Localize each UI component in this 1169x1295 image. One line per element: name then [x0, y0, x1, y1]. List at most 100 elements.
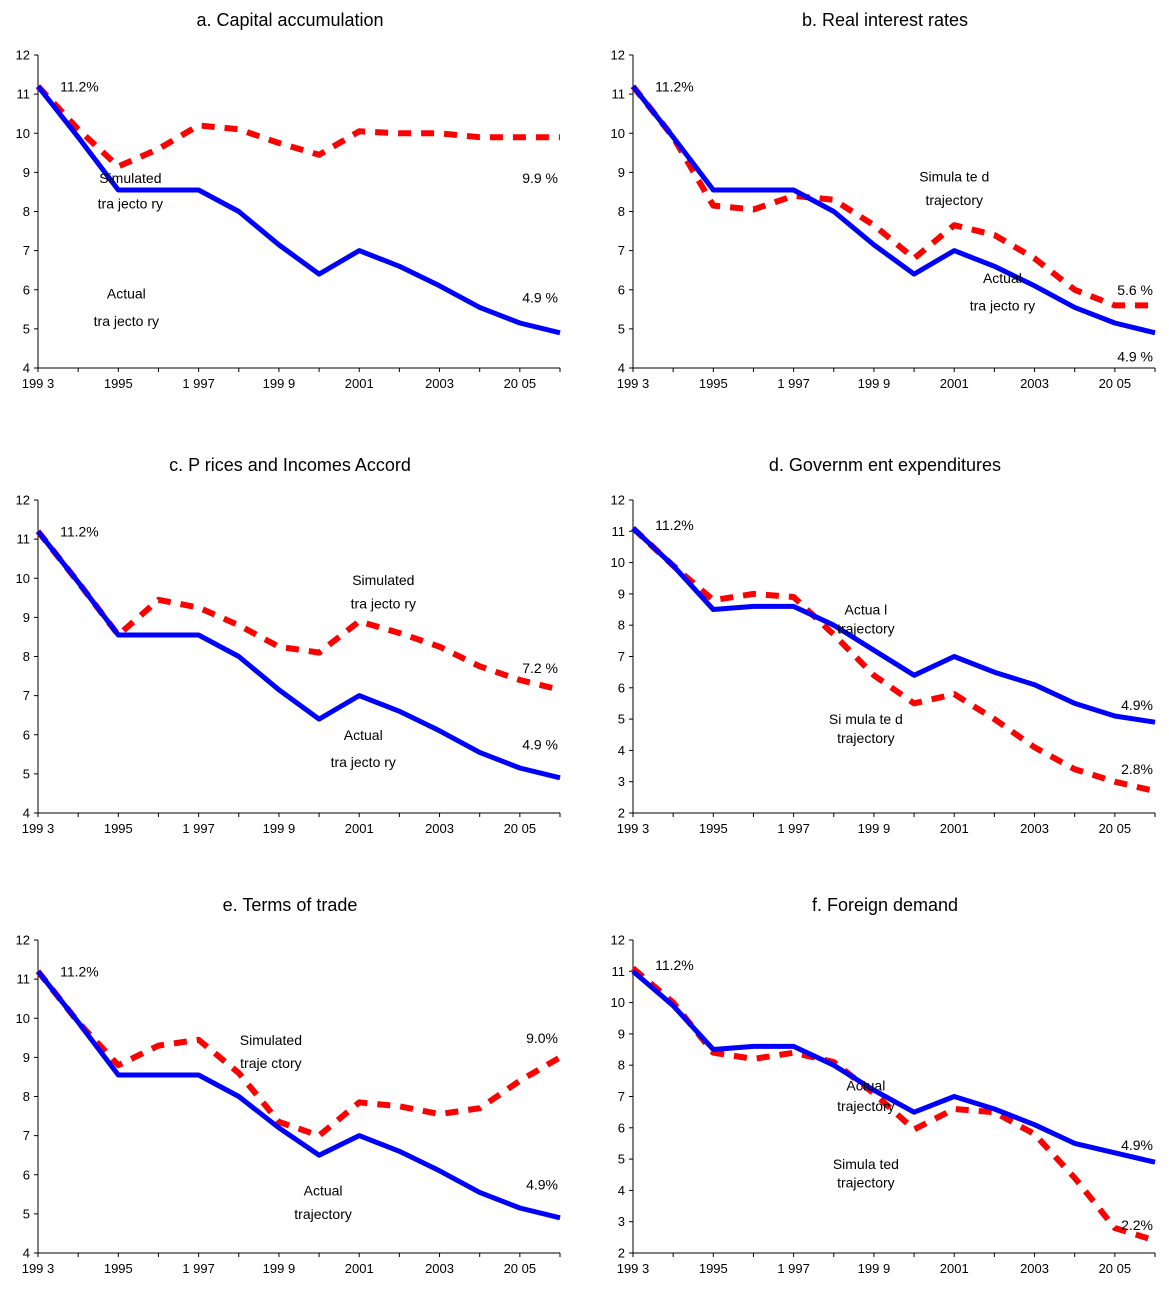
chart-title: d. Governm ent expenditures	[769, 455, 1001, 475]
x-tick-label: 199 9	[263, 1261, 296, 1276]
y-tick-label: 10	[16, 1011, 30, 1026]
actual-series-line	[38, 971, 560, 1218]
x-tick-label: 1 997	[182, 376, 215, 391]
y-tick-label: 12	[16, 493, 30, 508]
x-tick-label: 199 3	[617, 1261, 650, 1276]
y-tick-label: 9	[23, 610, 30, 625]
simulated-series-line	[38, 971, 560, 1135]
annotation-label: tra jecto ry	[331, 754, 396, 770]
y-tick-label: 7	[23, 1128, 30, 1143]
y-tick-label: 12	[16, 48, 30, 63]
annotation-label: 4.9 %	[522, 290, 558, 306]
annotation-label: trajectory	[294, 1206, 352, 1222]
y-tick-label: 5	[23, 321, 30, 336]
x-tick-label: 199 3	[617, 821, 650, 836]
actual-series-line	[38, 531, 560, 778]
y-tick-label: 7	[23, 688, 30, 703]
annotation-label: 9.0%	[526, 1030, 558, 1046]
annotation-label: Actual	[344, 727, 383, 743]
x-tick-label: 2001	[345, 821, 374, 836]
x-tick-label: 2001	[940, 821, 969, 836]
x-tick-label: 2003	[1020, 821, 1049, 836]
chart-svg: d. Governm ent expenditures2345678910111…	[595, 445, 1155, 855]
x-tick-label: 199 9	[858, 376, 891, 391]
annotation-label: Actual	[846, 1078, 885, 1094]
y-tick-label: 6	[23, 1167, 30, 1182]
annotation-label: 4.9%	[1121, 1137, 1153, 1153]
y-tick-label: 8	[618, 618, 625, 633]
y-tick-label: 4	[23, 361, 30, 376]
annotation-label: Actual	[304, 1182, 343, 1198]
annotation-label: trajectory	[837, 1175, 895, 1191]
y-tick-label: 9	[618, 1026, 625, 1041]
simulated-series-line	[633, 528, 1155, 791]
y-tick-label: 10	[16, 126, 30, 141]
y-tick-label: 9	[23, 1050, 30, 1065]
y-tick-label: 2	[618, 806, 625, 821]
annotation-label: 11.2%	[655, 78, 694, 94]
x-tick-label: 2001	[940, 1261, 969, 1276]
annotation-label: Simula te d	[919, 168, 989, 184]
chart-title: f. Foreign demand	[812, 895, 958, 915]
y-tick-label: 9	[23, 165, 30, 180]
y-tick-label: 3	[618, 774, 625, 789]
annotation-label: tra jecto ry	[970, 297, 1035, 313]
y-tick-label: 6	[618, 680, 625, 695]
annotation-label: 11.2%	[655, 517, 694, 533]
actual-series-line	[633, 86, 1155, 332]
x-tick-label: 199 9	[263, 821, 296, 836]
annotation-label: tra jecto ry	[98, 196, 163, 212]
y-tick-label: 11	[612, 87, 626, 102]
y-tick-label: 6	[618, 282, 625, 297]
simulated-series-line	[38, 531, 560, 690]
y-tick-label: 8	[618, 1058, 625, 1073]
x-tick-label: 20 05	[504, 821, 537, 836]
annotation-label: 2.8%	[1121, 761, 1153, 777]
y-tick-label: 11	[17, 972, 31, 987]
x-tick-label: 1995	[699, 376, 728, 391]
y-tick-label: 5	[23, 1206, 30, 1221]
x-tick-label: 1 997	[182, 821, 215, 836]
y-tick-label: 4	[618, 743, 625, 758]
y-tick-label: 8	[23, 1089, 30, 1104]
annotation-label: 4.9%	[526, 1177, 558, 1193]
annotation-label: traje ctory	[240, 1055, 301, 1071]
x-tick-label: 1995	[104, 376, 133, 391]
y-tick-label: 4	[618, 361, 625, 376]
annotation-label: 11.2%	[60, 963, 99, 979]
annotation-label: 11.2%	[60, 523, 99, 539]
x-tick-label: 2003	[425, 376, 454, 391]
annotation-label: 5.6 %	[1117, 282, 1153, 298]
annotation-label: trajectory	[837, 1098, 895, 1114]
y-tick-label: 11	[17, 532, 31, 547]
y-tick-label: 2	[618, 1246, 625, 1261]
y-tick-label: 12	[611, 933, 625, 948]
x-tick-label: 20 05	[1099, 1261, 1132, 1276]
x-tick-label: 2001	[345, 1261, 374, 1276]
annotation-label: 9.9 %	[522, 170, 558, 186]
annotation-label: 11.2%	[60, 78, 99, 94]
chart-title: b. Real interest rates	[802, 10, 968, 30]
y-tick-label: 3	[618, 1214, 625, 1229]
x-tick-label: 2003	[425, 821, 454, 836]
annotation-label: Simulated	[240, 1032, 302, 1048]
annotation-label: Actual	[983, 270, 1022, 286]
y-tick-label: 8	[23, 649, 30, 664]
y-tick-label: 7	[618, 1089, 625, 1104]
annotation-label: tra jecto ry	[94, 313, 159, 329]
annotation-label: Actua l	[844, 602, 887, 618]
simulated-series-line	[38, 86, 560, 166]
x-tick-label: 2003	[425, 1261, 454, 1276]
y-tick-label: 10	[611, 555, 625, 570]
chart-svg: c. P rices and Incomes Accord45678910111…	[0, 445, 560, 855]
annotation-label: 4.9%	[1121, 697, 1153, 713]
x-tick-label: 20 05	[1099, 376, 1132, 391]
actual-series-line	[633, 971, 1155, 1162]
annotation-label: trajectory	[925, 192, 983, 208]
annotation-label: Simula ted	[833, 1156, 899, 1172]
annotation-label: 2.2%	[1121, 1217, 1153, 1233]
